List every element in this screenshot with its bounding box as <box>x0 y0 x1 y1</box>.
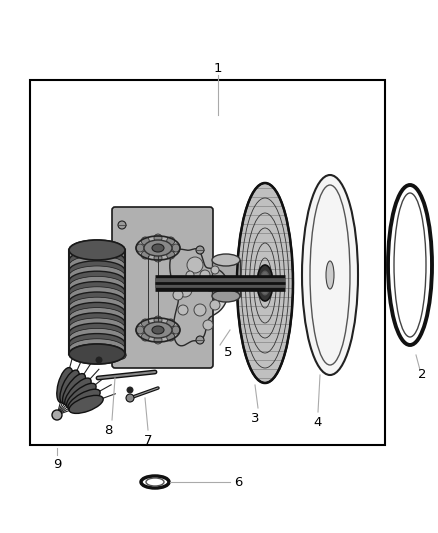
Ellipse shape <box>69 328 125 349</box>
Ellipse shape <box>144 240 172 256</box>
Circle shape <box>167 237 175 245</box>
Text: 6: 6 <box>234 475 242 489</box>
Circle shape <box>211 266 219 274</box>
Ellipse shape <box>69 318 125 338</box>
Ellipse shape <box>69 395 103 414</box>
Ellipse shape <box>144 322 172 338</box>
Ellipse shape <box>69 256 125 276</box>
Ellipse shape <box>69 287 125 307</box>
Circle shape <box>173 290 183 300</box>
Circle shape <box>154 336 162 344</box>
Polygon shape <box>170 249 229 346</box>
Ellipse shape <box>69 277 125 296</box>
Ellipse shape <box>69 271 125 291</box>
Circle shape <box>196 246 204 254</box>
Ellipse shape <box>69 344 125 364</box>
Ellipse shape <box>69 251 125 270</box>
Ellipse shape <box>69 240 125 260</box>
Circle shape <box>210 300 220 310</box>
Circle shape <box>154 234 162 242</box>
Circle shape <box>172 326 180 334</box>
Circle shape <box>126 394 134 402</box>
Circle shape <box>118 351 126 359</box>
Circle shape <box>204 279 216 291</box>
Ellipse shape <box>69 334 125 353</box>
Circle shape <box>96 357 102 363</box>
Ellipse shape <box>69 313 125 333</box>
Circle shape <box>141 237 149 245</box>
Circle shape <box>118 221 126 229</box>
Ellipse shape <box>67 383 96 408</box>
Ellipse shape <box>69 339 125 359</box>
Ellipse shape <box>68 389 100 410</box>
Text: 9: 9 <box>53 457 61 471</box>
Ellipse shape <box>152 326 164 334</box>
Ellipse shape <box>212 254 240 266</box>
Ellipse shape <box>260 271 270 295</box>
Text: 4: 4 <box>314 416 322 429</box>
Ellipse shape <box>69 261 125 281</box>
Text: 3: 3 <box>251 411 259 424</box>
Circle shape <box>136 326 144 334</box>
Text: 5: 5 <box>224 345 232 359</box>
Circle shape <box>141 319 149 327</box>
Ellipse shape <box>69 323 125 343</box>
Circle shape <box>136 244 144 252</box>
Ellipse shape <box>69 308 125 328</box>
Text: 7: 7 <box>144 433 152 447</box>
Ellipse shape <box>237 183 293 383</box>
Ellipse shape <box>212 290 240 302</box>
Circle shape <box>186 271 194 279</box>
Ellipse shape <box>310 185 350 365</box>
Circle shape <box>52 410 62 420</box>
Ellipse shape <box>69 297 125 317</box>
Ellipse shape <box>152 244 164 252</box>
Ellipse shape <box>69 245 125 265</box>
Ellipse shape <box>69 292 125 312</box>
Circle shape <box>200 270 210 280</box>
Circle shape <box>178 305 188 315</box>
Text: 8: 8 <box>104 424 112 437</box>
Circle shape <box>141 333 149 341</box>
Ellipse shape <box>63 374 85 405</box>
Bar <box>30 80 385 445</box>
Circle shape <box>187 257 203 273</box>
FancyBboxPatch shape <box>112 207 213 368</box>
Circle shape <box>154 254 162 262</box>
Circle shape <box>154 316 162 324</box>
Circle shape <box>178 283 192 297</box>
Ellipse shape <box>302 175 358 375</box>
Bar <box>212 260 240 296</box>
Circle shape <box>127 387 133 393</box>
Circle shape <box>141 251 149 259</box>
Ellipse shape <box>69 281 125 302</box>
Ellipse shape <box>60 370 79 403</box>
Circle shape <box>196 336 204 344</box>
Ellipse shape <box>257 265 273 301</box>
Circle shape <box>172 244 180 252</box>
Circle shape <box>194 304 206 316</box>
Ellipse shape <box>69 344 125 364</box>
Ellipse shape <box>326 261 334 289</box>
Ellipse shape <box>57 368 73 402</box>
Ellipse shape <box>65 378 91 406</box>
Circle shape <box>167 333 175 341</box>
Circle shape <box>203 320 213 330</box>
Ellipse shape <box>69 240 125 260</box>
Ellipse shape <box>69 266 125 286</box>
Circle shape <box>167 319 175 327</box>
Text: 1: 1 <box>214 61 222 75</box>
Circle shape <box>167 251 175 259</box>
Text: 2: 2 <box>418 368 426 382</box>
Ellipse shape <box>69 302 125 322</box>
